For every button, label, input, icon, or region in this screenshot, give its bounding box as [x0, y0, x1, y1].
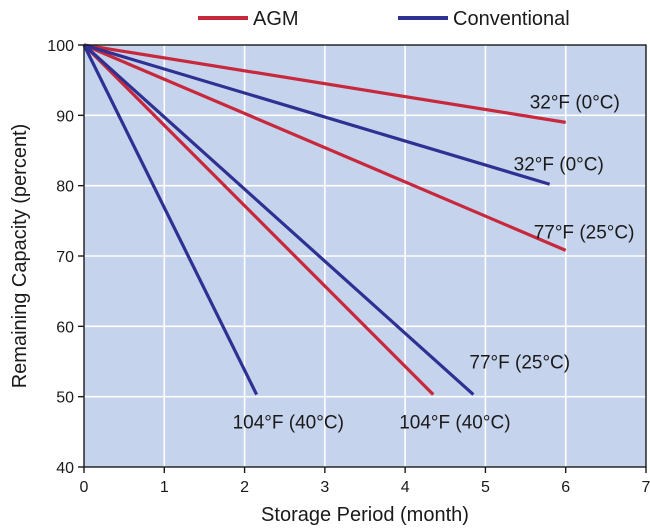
axes: 0 1 2 3 4 5 6 7 40 50 60 70 80 90 100: [47, 38, 650, 496]
x-axis-title: Storage Period (month): [261, 504, 469, 526]
series-label: 77°F (25°C): [469, 353, 570, 374]
series-label: 32°F (0°C): [530, 92, 620, 113]
y-axis-title: Remaining Capacity (percent): [9, 124, 31, 389]
series-line-conventional-5: [82, 44, 259, 396]
x-tick-label: 0: [80, 479, 89, 496]
y-tick-label: 80: [56, 179, 74, 196]
series-labels: 32°F (0°C) 77°F (25°C) 104°F (40°C) 32°F (0…: [233, 92, 635, 433]
series-line-conventional-3: [83, 43, 551, 186]
y-tick-label: 60: [56, 319, 74, 336]
x-tick-label: 1: [160, 479, 169, 496]
legend-label: AGM: [253, 8, 299, 30]
series-label: 32°F (0°C): [514, 154, 604, 175]
series-line-conventional-4: [82, 43, 475, 396]
x-tick-label: 6: [561, 479, 570, 496]
x-tick-label: 3: [320, 479, 329, 496]
y-tick-label: 40: [56, 460, 74, 477]
series-label: 104°F (40°C): [399, 413, 510, 434]
y-tick-label: 90: [56, 108, 74, 125]
x-tick-label: 2: [240, 479, 249, 496]
series-label: 77°F (25°C): [534, 222, 635, 243]
x-tick-label: 4: [401, 479, 410, 496]
x-tick-label: 5: [481, 479, 490, 496]
series-line-agm-0: [83, 43, 566, 124]
y-tick-label: 50: [56, 390, 74, 407]
series-line-agm-2: [82, 43, 435, 396]
series-line-agm-1: [83, 43, 567, 252]
legend: AGM Conventional: [198, 8, 570, 30]
legend-label: Conventional: [453, 8, 570, 30]
series-lines: [82, 43, 567, 396]
y-tick-label: 70: [56, 249, 74, 266]
x-tick-label: 7: [642, 479, 650, 496]
series-label: 104°F (40°C): [233, 413, 344, 434]
y-tick-label: 100: [47, 38, 74, 55]
